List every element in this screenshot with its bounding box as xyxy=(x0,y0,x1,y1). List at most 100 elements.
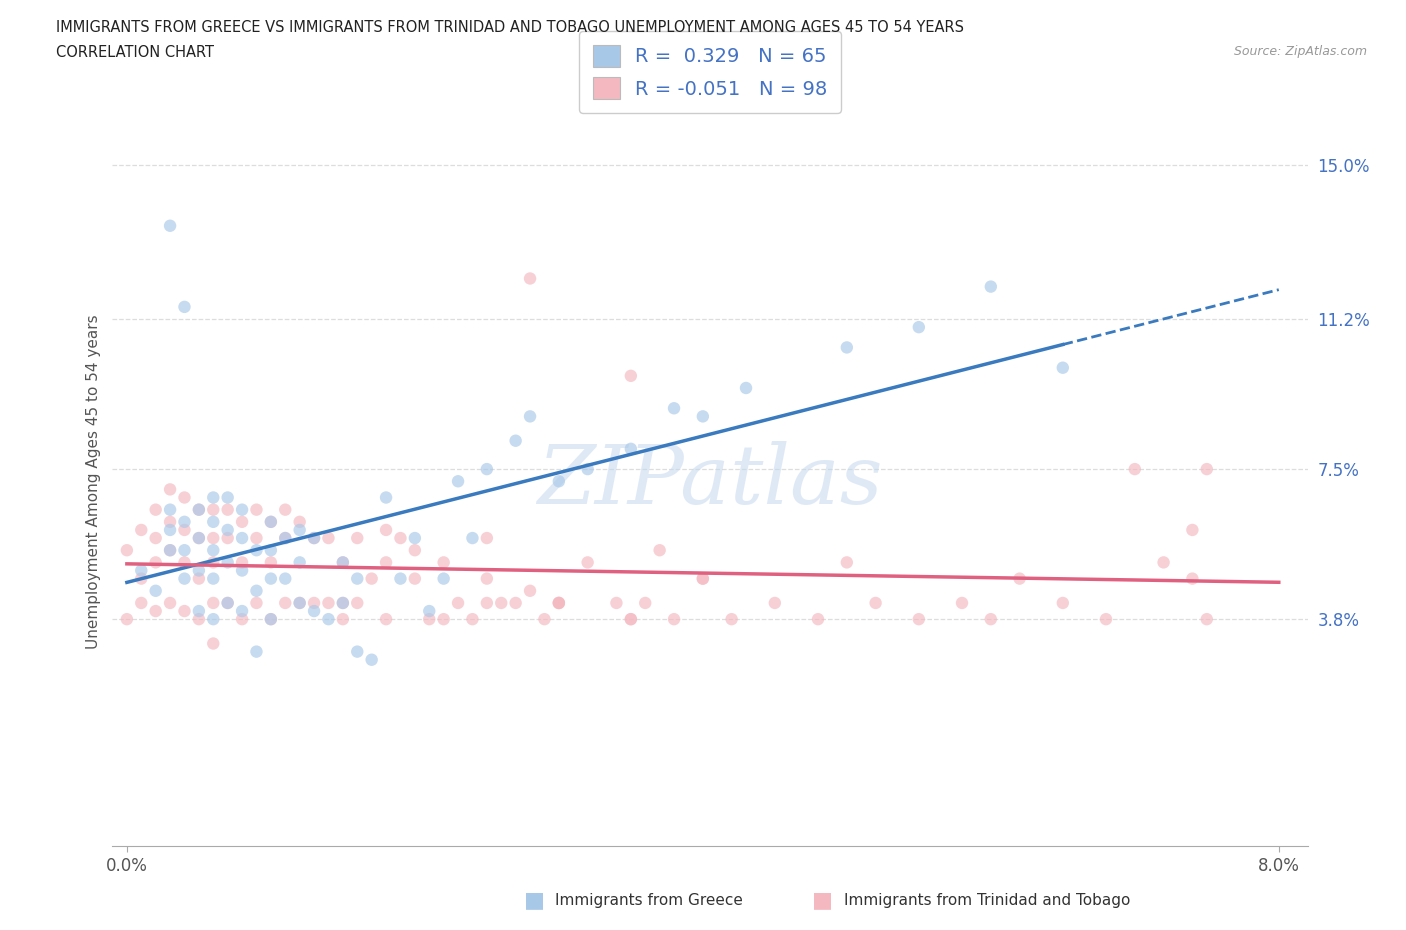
Point xyxy=(159,543,181,558)
Point xyxy=(260,571,283,586)
Point xyxy=(260,514,283,529)
Point xyxy=(231,612,253,627)
Point xyxy=(547,474,569,489)
Point xyxy=(159,502,181,517)
Text: IMMIGRANTS FROM GREECE VS IMMIGRANTS FROM TRINIDAD AND TOBAGO UNEMPLOYMENT AMONG: IMMIGRANTS FROM GREECE VS IMMIGRANTS FRO… xyxy=(56,20,965,35)
Point xyxy=(145,583,167,598)
Point xyxy=(648,543,671,558)
Point xyxy=(835,340,858,355)
Point xyxy=(1195,461,1218,476)
Point xyxy=(159,523,181,538)
Point xyxy=(346,531,368,546)
Point xyxy=(1195,612,1218,627)
Point xyxy=(605,595,627,610)
Point xyxy=(187,502,209,517)
Point xyxy=(547,595,569,610)
Point xyxy=(202,571,225,586)
Point xyxy=(533,612,555,627)
Text: Immigrants from Trinidad and Tobago: Immigrants from Trinidad and Tobago xyxy=(844,893,1130,908)
Point xyxy=(173,514,195,529)
Point xyxy=(1153,555,1175,570)
Point xyxy=(519,583,541,598)
Point xyxy=(835,555,858,570)
Point xyxy=(1181,571,1204,586)
Point xyxy=(404,531,426,546)
Point xyxy=(145,555,167,570)
Point xyxy=(389,531,412,546)
Point xyxy=(288,523,311,538)
Point xyxy=(491,595,513,610)
Point xyxy=(519,409,541,424)
Point xyxy=(346,595,368,610)
Point xyxy=(260,543,283,558)
Point xyxy=(461,531,484,546)
Point xyxy=(202,612,225,627)
Point xyxy=(505,595,527,610)
Point xyxy=(389,571,412,586)
Point xyxy=(1052,360,1074,375)
Point xyxy=(332,612,354,627)
Point xyxy=(173,523,195,538)
Point xyxy=(634,595,657,610)
Point xyxy=(360,652,382,667)
Point xyxy=(576,555,599,570)
Point xyxy=(145,604,167,618)
Point xyxy=(346,644,368,659)
Point xyxy=(475,531,498,546)
Point xyxy=(547,595,569,610)
Text: ZIPatlas: ZIPatlas xyxy=(537,441,883,522)
Point xyxy=(318,531,340,546)
Point xyxy=(475,461,498,476)
Point xyxy=(159,482,181,497)
Point xyxy=(404,543,426,558)
Point xyxy=(332,555,354,570)
Point xyxy=(375,490,398,505)
Point xyxy=(187,502,209,517)
Point xyxy=(505,433,527,448)
Point xyxy=(274,502,297,517)
Point xyxy=(187,563,209,578)
Point xyxy=(202,514,225,529)
Point xyxy=(260,514,283,529)
Point xyxy=(332,595,354,610)
Point xyxy=(159,514,181,529)
Point xyxy=(692,571,714,586)
Point xyxy=(375,523,398,538)
Point xyxy=(288,514,311,529)
Point xyxy=(692,409,714,424)
Point xyxy=(245,531,267,546)
Point xyxy=(302,604,325,618)
Point xyxy=(433,571,456,586)
Point xyxy=(433,555,456,570)
Point xyxy=(302,531,325,546)
Point xyxy=(115,612,138,627)
Point xyxy=(547,595,569,610)
Point xyxy=(245,502,267,517)
Point xyxy=(475,595,498,610)
Point xyxy=(288,555,311,570)
Point xyxy=(187,604,209,618)
Point xyxy=(461,612,484,627)
Point xyxy=(159,219,181,233)
Point xyxy=(202,636,225,651)
Point xyxy=(1181,523,1204,538)
Point xyxy=(173,299,195,314)
Point xyxy=(720,612,742,627)
Point xyxy=(231,555,253,570)
Point xyxy=(217,595,239,610)
Point xyxy=(950,595,973,610)
Point xyxy=(907,612,929,627)
Point xyxy=(217,502,239,517)
Point xyxy=(274,531,297,546)
Point xyxy=(288,595,311,610)
Point xyxy=(980,279,1002,294)
Point xyxy=(318,595,340,610)
Point xyxy=(404,571,426,586)
Point xyxy=(187,571,209,586)
Point xyxy=(187,531,209,546)
Point xyxy=(288,595,311,610)
Text: Immigrants from Greece: Immigrants from Greece xyxy=(555,893,744,908)
Point xyxy=(217,523,239,538)
Point xyxy=(735,380,758,395)
Point xyxy=(692,571,714,586)
